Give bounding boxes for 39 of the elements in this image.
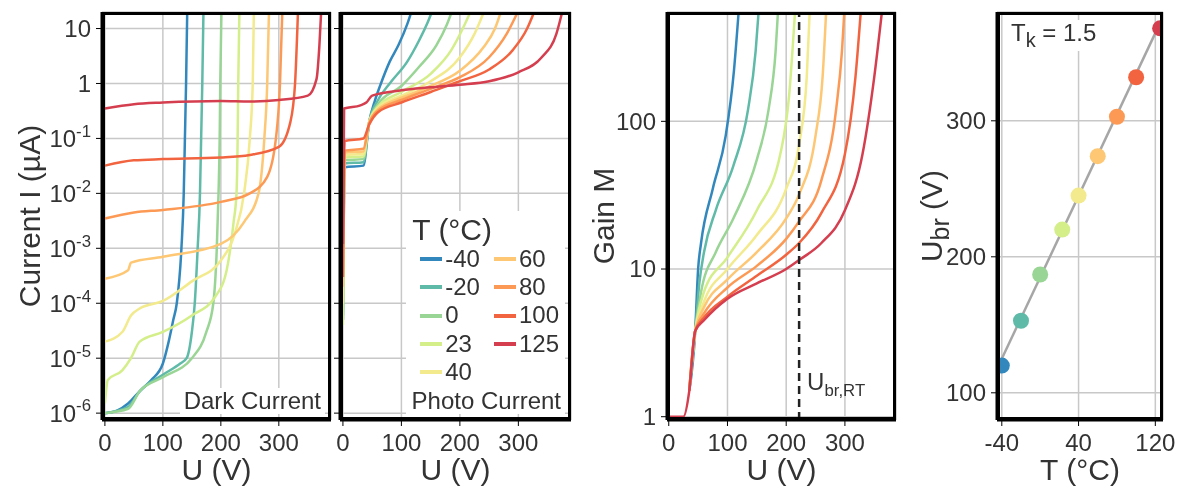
- y-tick-label: 10: [64, 14, 91, 42]
- x-tick-label: 0: [662, 429, 676, 457]
- legend-label: 23: [445, 329, 472, 358]
- legend-label: 40: [445, 358, 472, 386]
- x-tick-label: 120: [1135, 429, 1176, 457]
- legend-label: 125: [518, 329, 559, 358]
- legend-label: 0: [445, 301, 459, 329]
- annotation: Dark Current: [179, 386, 325, 414]
- legend-title: T (°C): [412, 212, 494, 246]
- annotation: T$_{k}$ = 1.5: [1007, 19, 1101, 51]
- y-tick-label: 10$^{-1}$: [49, 121, 91, 152]
- y-tick-label: 10$^{-2}$: [49, 176, 91, 207]
- y-tick-label: 10$^{-4}$: [49, 286, 91, 317]
- annotation: Photo Current: [410, 386, 562, 414]
- y-axis-title: Current I (µA): [13, 124, 47, 308]
- x-tick-label: 300: [824, 429, 865, 457]
- legend-label: -20: [445, 273, 480, 301]
- y-tick-label: 300: [945, 107, 986, 135]
- legend-label: 80: [518, 273, 546, 301]
- y-axis-title: Gain M: [587, 167, 621, 265]
- x-tick-label: 100: [142, 429, 183, 457]
- ref-line-label: U$_{br,RT}$: [807, 368, 866, 400]
- x-tick-label: 300: [258, 429, 299, 457]
- y-tick-label: 10$^{-6}$: [49, 396, 91, 427]
- y-tick-label: 1: [77, 69, 91, 97]
- x-tick-label: 0: [98, 429, 112, 457]
- y-tick-label: 10$^{-5}$: [49, 341, 91, 372]
- x-tick-label: 100: [707, 429, 748, 457]
- x-tick-label: 100: [381, 429, 422, 457]
- y-tick-label: 10$^{-3}$: [49, 231, 91, 262]
- y-tick-label: 1: [642, 403, 656, 431]
- legend-label: 60: [518, 244, 546, 273]
- x-tick-label: 0: [336, 429, 350, 457]
- y-tick-label: 100: [615, 107, 656, 135]
- legend-label: 100: [518, 301, 559, 329]
- y-tick-label: 100: [945, 379, 986, 407]
- x-tick-label: 300: [498, 429, 539, 457]
- y-tick-label: 10: [629, 255, 656, 283]
- x-tick-label: -40: [984, 429, 1020, 457]
